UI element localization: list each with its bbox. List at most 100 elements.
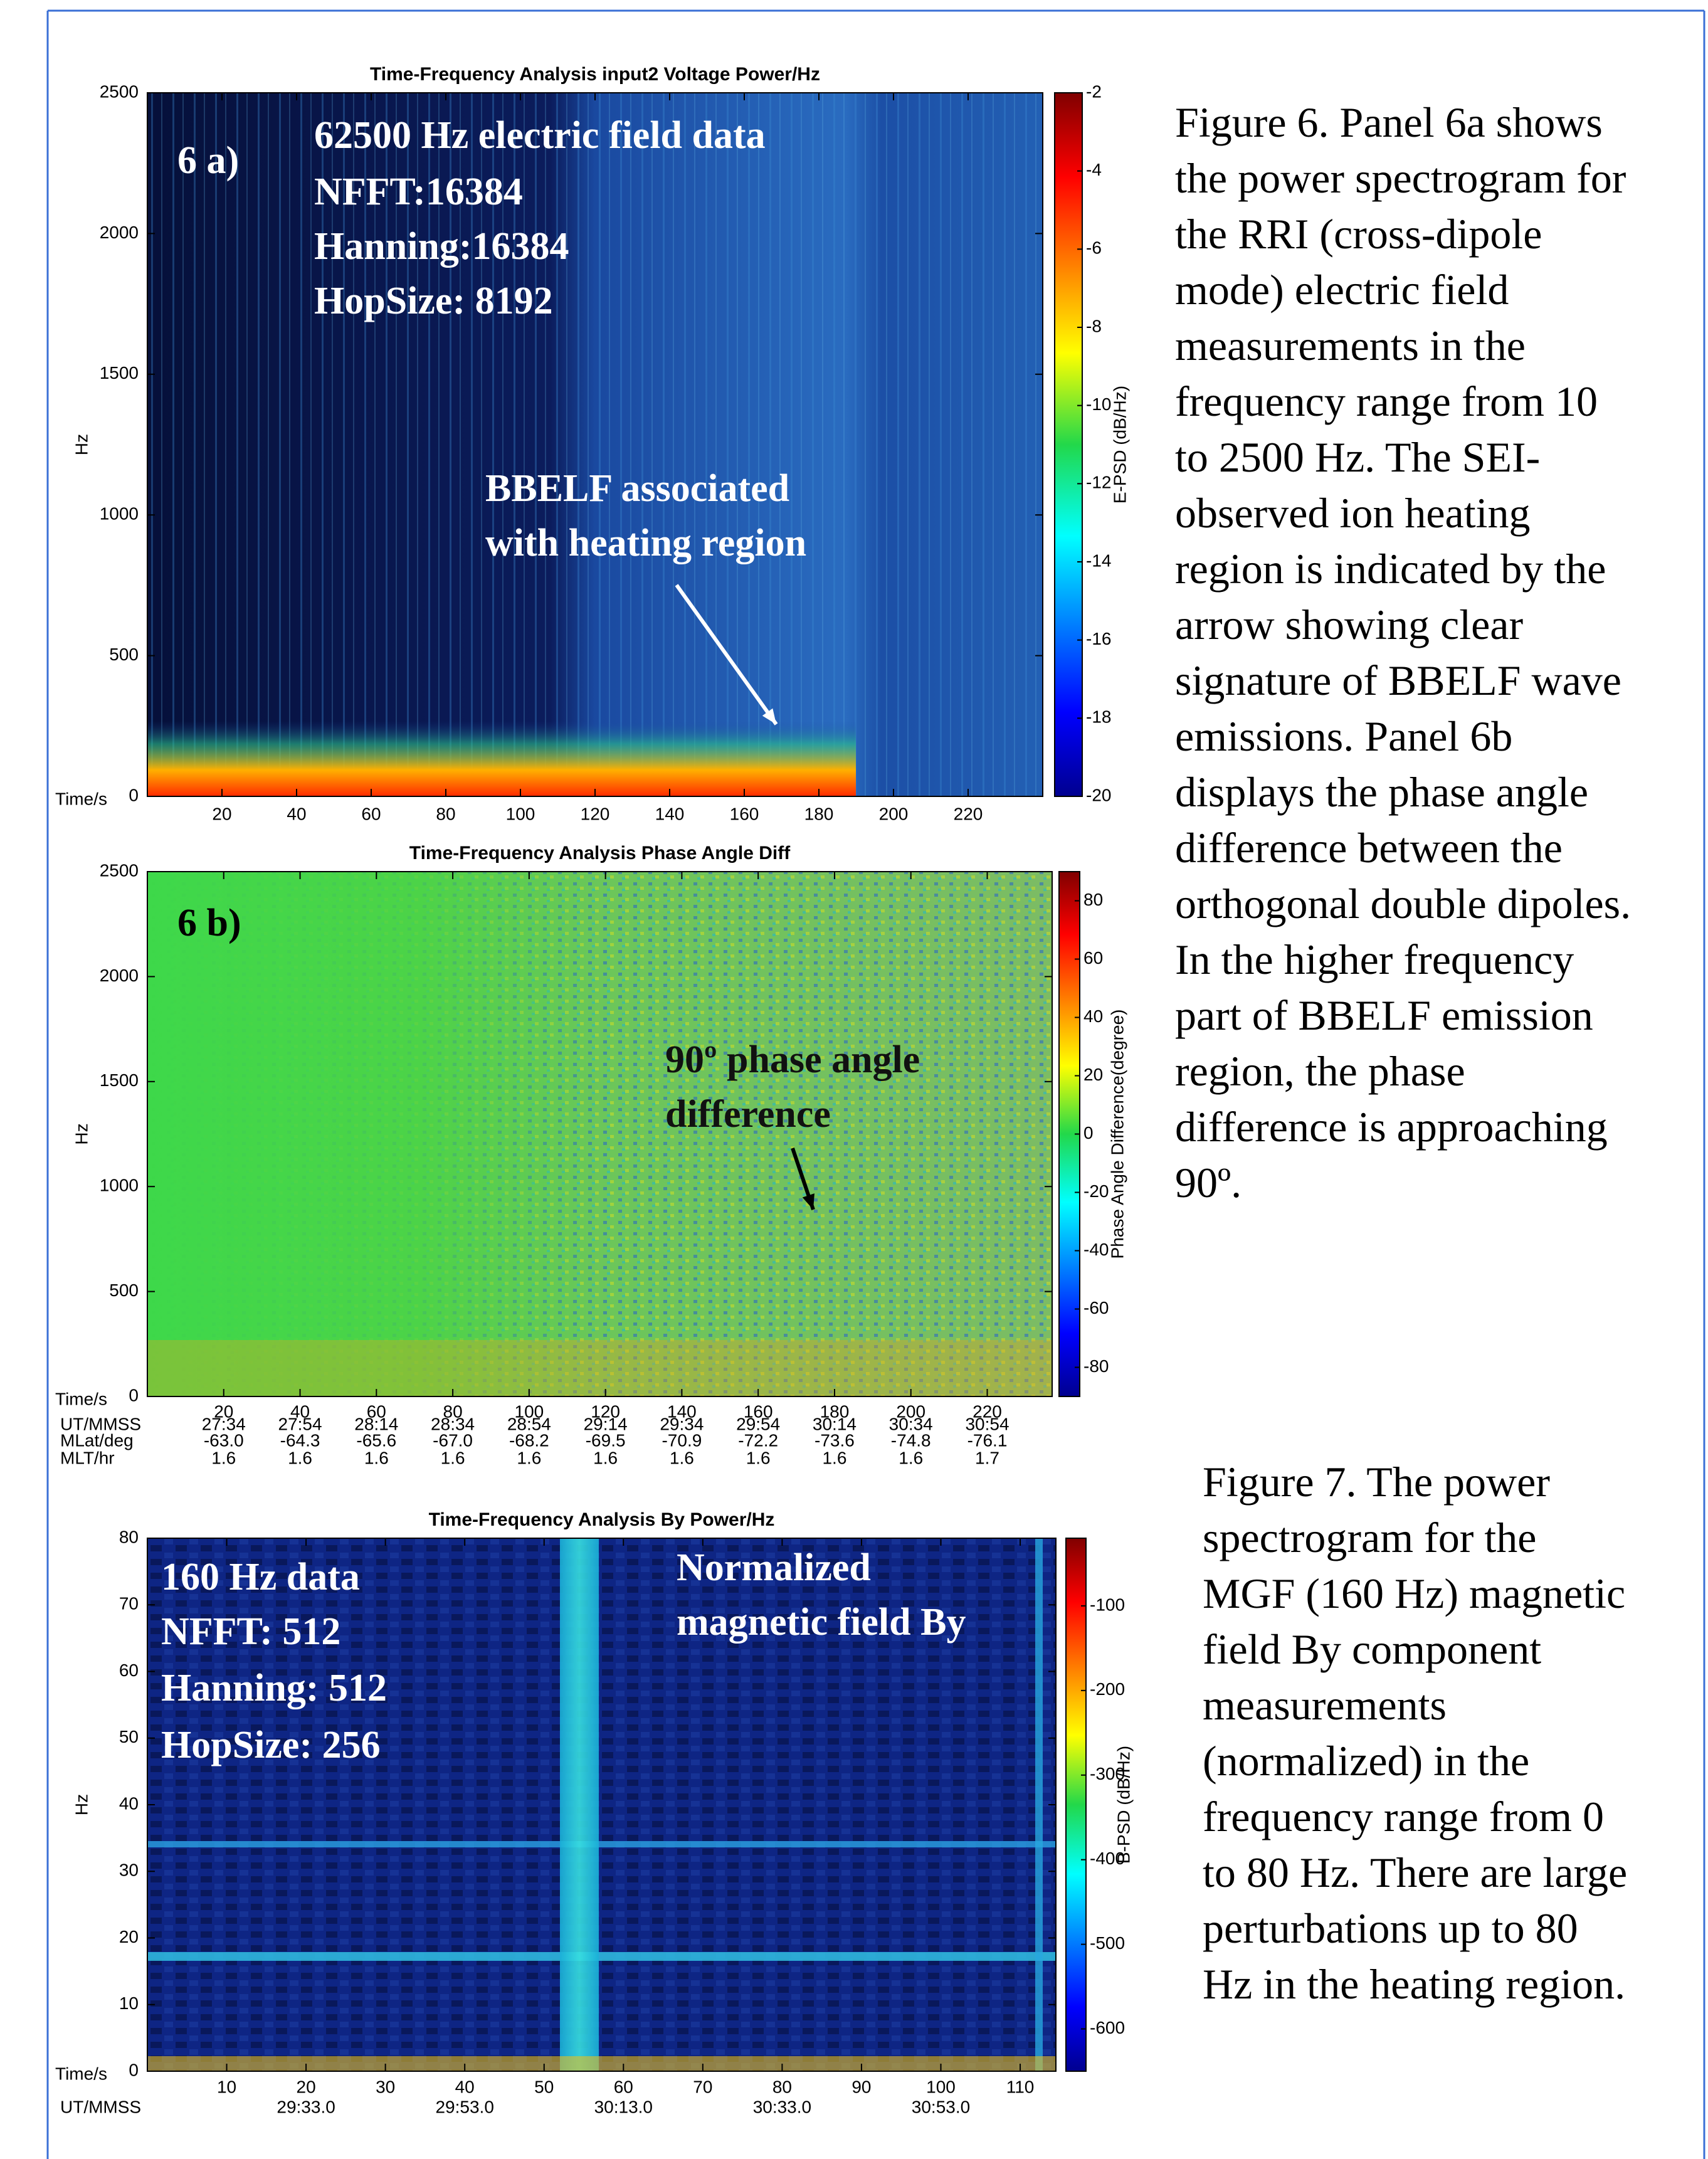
annotation: Normalized — [677, 1546, 871, 1589]
annotation: 90º phase angle — [665, 1038, 920, 1081]
x-tick-label: 20 — [214, 1402, 233, 1421]
x-tick-label: 100 — [506, 804, 535, 823]
aux-row-label: 1.6 — [211, 1448, 236, 1467]
colorbar-label: E-PSD (dB/Hz) — [1110, 386, 1129, 504]
aux-row-label: 30:53.0 — [912, 2097, 970, 2116]
aux-row-label: 29:54 — [736, 1414, 780, 1433]
caption-line: emissions. Panel 6b — [1175, 712, 1512, 760]
annotation: magnetic field By — [677, 1601, 966, 1644]
colorbar-tick-label: 0 — [1083, 1123, 1094, 1143]
x-tick-label: 200 — [879, 804, 909, 823]
y-tick-label: 2000 — [100, 223, 139, 242]
colorbar-tick-label: -60 — [1083, 1298, 1109, 1317]
colorbar-tick-label: -20 — [1083, 1181, 1109, 1201]
caption-line: In the higher frequency — [1175, 936, 1574, 983]
caption-line: difference between the — [1175, 824, 1563, 872]
aux-row-label: 1.6 — [288, 1448, 312, 1467]
y-tick-label: 2500 — [100, 82, 139, 101]
colorbar-tick-label: -2 — [1086, 82, 1102, 101]
x-tick-label: 30 — [376, 2077, 395, 2096]
colorbar-tick-label: -16 — [1086, 629, 1111, 648]
y-tick-label: 1500 — [100, 363, 139, 383]
x-tick-label: 220 — [973, 1402, 1002, 1421]
spectrogram-column — [560, 1538, 599, 2071]
aux-row-label: 30:34 — [889, 1414, 933, 1433]
spectrogram-line — [147, 1952, 1056, 1961]
y-tick-label: 30 — [119, 1861, 139, 1880]
colorbar-tick-label: -40 — [1083, 1240, 1109, 1259]
caption-line: 90º. — [1175, 1159, 1241, 1206]
aux-row-label: 30:14 — [813, 1414, 857, 1433]
caption-line: region is indicated by the — [1175, 545, 1606, 593]
y-axis-label: Hz — [71, 434, 91, 455]
caption-line: displays the phase angle — [1175, 768, 1588, 816]
annotation: HopSize: 256 — [161, 1724, 381, 1766]
caption-line: Figure 7. The power — [1203, 1458, 1550, 1506]
x-tick-label: 60 — [367, 1402, 386, 1421]
caption-line: perturbations up to 80 — [1203, 1904, 1578, 1952]
caption-line: field By component — [1203, 1625, 1541, 1673]
aux-row-label: 27:54 — [278, 1414, 322, 1433]
caption-line: measurements — [1203, 1681, 1447, 1729]
spectrogram-low-band — [147, 1340, 1052, 1396]
colorbar-tick-label: -8 — [1086, 316, 1102, 335]
caption-line: MGF (160 Hz) magnetic — [1203, 1570, 1625, 1617]
aux-row-name: MLT/hr — [60, 1448, 115, 1467]
aux-row-label: 1.6 — [593, 1448, 618, 1467]
aux-row-label: 29:14 — [584, 1414, 628, 1433]
aux-row-label: 28:54 — [507, 1414, 551, 1433]
annotation: with heating region — [485, 522, 806, 564]
spectrogram-texture — [147, 1538, 1056, 2071]
colorbar — [1065, 1538, 1087, 2072]
spectrogram-line — [147, 1841, 1056, 1847]
x-tick-label: 20 — [297, 2077, 316, 2096]
colorbar-tick-label: -20 — [1086, 785, 1111, 805]
aux-row-label: 1.6 — [517, 1448, 541, 1467]
annotation: NFFT: 512 — [161, 1610, 340, 1653]
x-tick-label: 160 — [730, 804, 759, 823]
annotation: Hanning:16384 — [314, 225, 569, 268]
caption-line: arrow showing clear — [1175, 601, 1523, 648]
x-tick-label: 40 — [290, 1402, 310, 1421]
aux-row-label: -67.0 — [433, 1430, 473, 1450]
aux-row-label: 28:34 — [431, 1414, 475, 1433]
x-tick-label: 120 — [581, 804, 610, 823]
spectrogram-texture — [147, 872, 1052, 1396]
aux-row-label: 28:14 — [354, 1414, 398, 1433]
aux-row-label: -68.2 — [509, 1430, 549, 1450]
aux-row-label: 1.6 — [364, 1448, 389, 1467]
x-tick-label: 80 — [772, 2077, 792, 2096]
y-tick-label: 80 — [119, 1527, 139, 1546]
aux-row-name: UT/MMSS — [60, 1414, 141, 1433]
y-tick-label: 40 — [119, 1793, 139, 1813]
y-tick-label: 70 — [119, 1594, 139, 1613]
caption-line: difference is approaching — [1175, 1103, 1608, 1151]
caption-line: spectrogram for the — [1203, 1514, 1536, 1561]
x-tick-label: 180 — [820, 1402, 850, 1421]
colorbar-tick-label: 60 — [1083, 948, 1103, 968]
chart-title: Time-Frequency Analysis input2 Voltage P… — [370, 64, 820, 85]
y-tick-label: 1000 — [100, 1176, 139, 1195]
arrow-head — [802, 1193, 814, 1210]
aux-row-label: -76.1 — [967, 1430, 1008, 1450]
x-tick-label: 140 — [667, 1402, 697, 1421]
spectrogram-low-band — [147, 721, 856, 796]
caption-line: Hz in the heating region. — [1203, 1960, 1625, 2008]
annotation: 6 b) — [177, 902, 241, 944]
x-tick-label: 90 — [851, 2077, 871, 2096]
y-axis-label: Hz — [71, 1123, 91, 1144]
aux-row-label: -63.0 — [204, 1430, 244, 1450]
colorbar-tick-label: -12 — [1086, 473, 1111, 492]
colorbar-tick-label: -80 — [1083, 1356, 1109, 1376]
caption-line: to 80 Hz. There are large — [1203, 1849, 1627, 1896]
x-tick-label: 100 — [926, 2077, 956, 2096]
aux-row-label: 1.6 — [822, 1448, 846, 1467]
x-tick-label: 140 — [655, 804, 685, 823]
x-axis-label: Time/s — [55, 789, 107, 808]
aux-row-label: 1.6 — [899, 1448, 923, 1467]
y-tick-label: 60 — [119, 1660, 139, 1680]
y-tick-label: 500 — [109, 1280, 139, 1300]
y-tick-label: 2000 — [100, 966, 139, 985]
aux-row-label: 29:53.0 — [435, 2097, 493, 2116]
caption-line: part of BBELF emission — [1175, 991, 1593, 1039]
